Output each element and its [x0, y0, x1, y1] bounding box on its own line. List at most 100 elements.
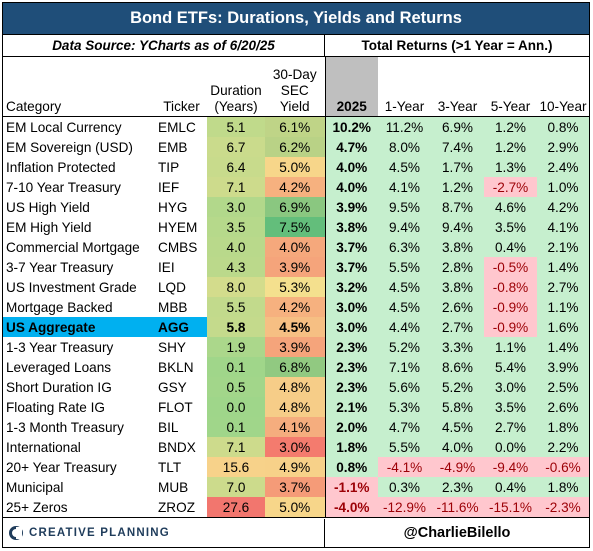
return-10-year-cell: 1.4%	[537, 257, 589, 277]
return-5-year-cell: -0.9%	[484, 317, 537, 337]
col-yield-line2: SEC	[280, 83, 309, 98]
return-3-year-cell: 1.7%	[431, 157, 484, 177]
yield-cell: 4.1%	[265, 417, 326, 437]
duration-cell: 0.1	[207, 357, 265, 377]
category-cell: 7-10 Year Treasury	[6, 179, 121, 195]
col-2025: 2025	[325, 57, 378, 117]
yield-cell: 4.8%	[265, 397, 326, 417]
table-row: EM Sovereign (USD) EMB 6.7 6.2% 4.7% 8.0% 7.4%…	[3, 137, 589, 157]
category-cell: 3-7 Year Treasury	[6, 259, 114, 275]
duration-cell: 27.6	[207, 497, 265, 518]
col-duration-line1: Duration	[210, 83, 262, 98]
yield-cell: 3.0%	[265, 437, 326, 457]
return-5-year-cell: 2.7%	[484, 417, 537, 437]
table-body: EM Local Currency EMLC 5.1 6.1% 10.2% 11.2% 6.…	[3, 116, 589, 518]
yield-cell: 3.7%	[265, 477, 326, 497]
return-5-year-cell: 3.5%	[484, 217, 537, 237]
return-2025-cell: 2.3%	[325, 337, 378, 357]
table-row: Mortgage Backed MBB 5.5 4.2% 3.0% 4.5% 2.6% -0.…	[3, 297, 589, 317]
yield-cell: 3.9%	[265, 257, 326, 277]
ticker-cell: IEF	[158, 179, 180, 195]
duration-cell: 6.4	[207, 157, 265, 177]
return-10-year-cell: 2.6%	[537, 397, 589, 417]
return-10-year-cell: 2.9%	[537, 137, 589, 157]
ticker-cell: MBB	[158, 299, 188, 315]
return-1-year-cell: -4.1%	[378, 457, 431, 477]
category-cell: International	[6, 439, 81, 455]
duration-cell: 4.0	[207, 237, 265, 257]
return-3-year-cell: 2.8%	[431, 257, 484, 277]
col-yield-line3: Yield	[279, 99, 310, 114]
table-row: 7-10 Year Treasury IEF 7.1 4.2% 4.0% 4.1% 1.2%…	[3, 177, 589, 197]
return-3-year-cell: 4.0%	[431, 437, 484, 457]
table-row: US Investment Grade LQD 8.0 5.3% 3.2% 4.5% 3.8…	[3, 277, 589, 297]
return-3-year-cell: 6.9%	[431, 116, 484, 137]
return-5-year-cell: 5.4%	[484, 357, 537, 377]
category-cell: 25+ Zeros	[3, 497, 156, 518]
duration-cell: 3.0	[207, 197, 265, 217]
return-2025-cell: 3.2%	[325, 277, 378, 297]
yield-cell: 3.9%	[265, 337, 326, 357]
return-2025-cell: 0.8%	[325, 457, 378, 477]
return-10-year-cell: 2.2%	[537, 437, 589, 457]
table-row: US High Yield HYG 3.0 6.9% 3.9% 9.5% 8.7% 4.6% 4…	[3, 197, 589, 217]
category-cell: Mortgage Backed	[6, 299, 113, 315]
table-row: 3-7 Year Treasury IEI 4.3 3.9% 3.7% 5.5% 2.8% -…	[3, 257, 589, 277]
logo-text: CREATIVE PLANNING	[29, 527, 170, 539]
col-ticker: Ticker	[156, 57, 207, 117]
return-10-year-cell: 1.6%	[537, 317, 589, 337]
return-1-year-cell: 4.7%	[378, 417, 431, 437]
return-5-year-cell: 0.0%	[484, 437, 537, 457]
category-cell: Short Duration IG	[6, 379, 112, 395]
return-10-year-cell: 2.4%	[537, 157, 589, 177]
return-2025-cell: 2.1%	[325, 397, 378, 417]
data-source-label: Data Source: YCharts as of 6/20/25	[3, 35, 325, 57]
return-5-year-cell: -0.9%	[484, 297, 537, 317]
return-10-year-cell: -2.3%	[537, 497, 589, 518]
duration-cell: 0.1	[207, 417, 265, 437]
footer: CREATIVE PLANNING @CharlieBilello	[3, 519, 589, 547]
return-5-year-cell: -2.7%	[484, 177, 537, 197]
duration-cell: 0.5	[207, 377, 265, 397]
ticker-cell: ZROZ	[156, 497, 207, 518]
ticker-cell: CMBS	[158, 239, 198, 255]
return-1-year-cell: 5.3%	[378, 397, 431, 417]
yield-cell: 5.0%	[265, 157, 326, 177]
yield-cell: 5.0%	[265, 497, 326, 518]
ticker-cell: BIL	[158, 419, 179, 435]
return-2025-cell: -1.1%	[325, 477, 378, 497]
return-2025-cell: 4.0%	[325, 157, 378, 177]
return-10-year-cell: 4.1%	[537, 217, 589, 237]
table-row: Inflation Protected TIP 6.4 5.0% 4.0% 4.5% 1.7…	[3, 157, 589, 177]
creative-planning-c-icon	[9, 526, 23, 540]
ticker-cell: EMLC	[158, 119, 196, 135]
table-row: Commercial Mortgage CMBS 4.0 4.0% 3.7% 6.3% 3.…	[3, 237, 589, 257]
return-5-year-cell: 0.4%	[484, 477, 537, 497]
return-3-year-cell: 8.6%	[431, 357, 484, 377]
category-cell: Municipal	[6, 479, 64, 495]
category-cell: US Aggregate	[3, 317, 156, 337]
return-10-year-cell: 1.8%	[537, 417, 589, 437]
return-10-year-cell: 2.7%	[537, 277, 589, 297]
return-10-year-cell: 0.8%	[537, 116, 589, 137]
return-5-year-cell: 1.1%	[484, 337, 537, 357]
table-row: 1-3 Year Treasury SHY 1.9 3.9% 2.3% 5.2% 3.3% 1…	[3, 337, 589, 357]
category-cell: 1-3 Year Treasury	[6, 339, 114, 355]
return-1-year-cell: 5.5%	[378, 437, 431, 457]
return-5-year-cell: -15.1%	[484, 497, 537, 518]
return-3-year-cell: -11.6%	[431, 497, 484, 518]
col-3-year: 3-Year	[431, 57, 484, 117]
ticker-cell: GSY	[158, 379, 187, 395]
category-cell: Inflation Protected	[6, 159, 116, 175]
return-10-year-cell: 1.0%	[537, 177, 589, 197]
return-1-year-cell: 8.0%	[378, 137, 431, 157]
duration-cell: 0.0	[207, 397, 265, 417]
return-10-year-cell: 2.1%	[537, 237, 589, 257]
return-2025-cell: 4.0%	[325, 177, 378, 197]
return-1-year-cell: 9.5%	[378, 197, 431, 217]
ticker-cell: IEI	[158, 259, 175, 275]
yield-cell: 7.5%	[265, 217, 326, 237]
col-category: Category	[3, 57, 156, 117]
col-yield: 30-Day SEC Yield	[265, 57, 326, 117]
return-5-year-cell: 1.3%	[484, 157, 537, 177]
